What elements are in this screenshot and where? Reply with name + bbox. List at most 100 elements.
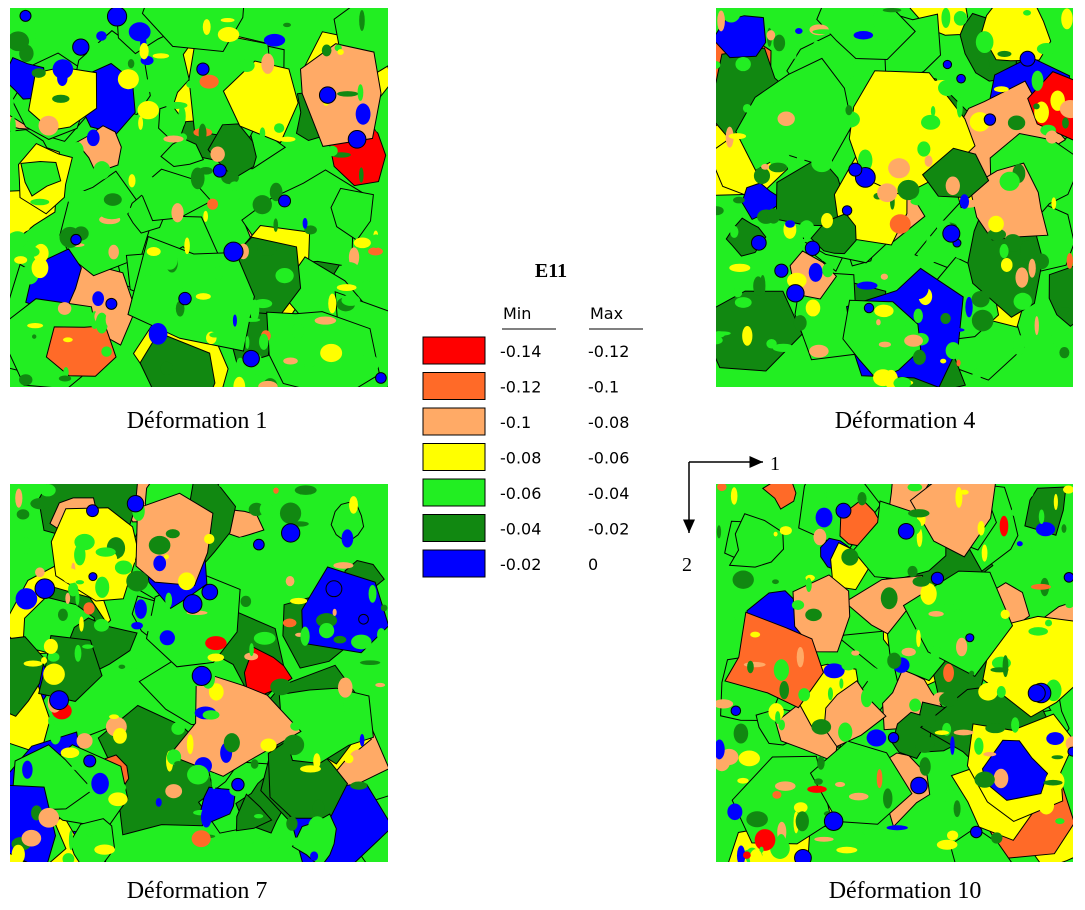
strain-spot	[865, 667, 880, 684]
strain-spot	[22, 536, 30, 555]
inclusion	[105, 297, 118, 310]
strain-spot	[911, 841, 930, 857]
strain-spot	[252, 195, 272, 215]
strain-spot	[776, 833, 787, 856]
strain-spot	[886, 825, 908, 831]
strain-spot	[310, 851, 319, 861]
strain-spot	[270, 678, 292, 696]
strain-spot	[921, 114, 941, 130]
strain-spot	[253, 814, 264, 819]
strain-spot	[285, 575, 295, 587]
strain-spot	[94, 844, 115, 855]
strain-spot	[730, 225, 739, 238]
strain-spot	[23, 660, 43, 667]
strain-spot	[1063, 485, 1073, 494]
strain-spot	[268, 98, 285, 116]
strain-spot	[52, 94, 70, 103]
caption: Déformation 4	[835, 408, 976, 434]
inclusion	[83, 754, 97, 768]
strain-spot	[733, 288, 743, 298]
strain-spot	[734, 297, 752, 308]
strain-map	[10, 484, 388, 862]
strain-spot	[909, 698, 922, 712]
strain-spot	[813, 528, 827, 546]
strain-spot	[101, 346, 112, 357]
strain-spot	[881, 565, 901, 571]
strain-spot	[775, 781, 796, 791]
strain-spot	[22, 760, 33, 779]
strain-spot	[283, 22, 292, 28]
strain-spot	[261, 53, 275, 74]
strain-spot	[165, 529, 180, 539]
strain-spot	[883, 788, 893, 809]
strain-spot	[1056, 307, 1072, 312]
strain-spot	[858, 340, 864, 360]
strain-spot	[839, 678, 844, 689]
strain-spot	[174, 760, 183, 767]
strain-spot	[930, 105, 936, 117]
strain-spot	[79, 616, 84, 632]
strain-spot	[85, 826, 94, 837]
caption: Déformation 10	[829, 878, 982, 904]
strain-spot	[1066, 252, 1073, 269]
strain-spot	[805, 608, 822, 622]
strain-spot	[198, 123, 207, 144]
strain-spot	[333, 562, 354, 569]
strain-spot	[290, 597, 308, 605]
strain-spot	[294, 485, 317, 495]
inclusion	[863, 302, 875, 314]
grain	[10, 784, 57, 862]
strain-spot	[41, 656, 48, 664]
inclusion	[942, 59, 953, 70]
strain-spot	[874, 304, 894, 318]
legend-max: -0.12	[588, 342, 629, 361]
strain-spot	[62, 853, 75, 862]
strain-spot	[716, 525, 722, 539]
strain-spot	[1055, 818, 1065, 825]
strain-spot	[736, 845, 746, 862]
strain-spot	[62, 568, 79, 584]
strain-spot	[971, 291, 990, 308]
strain-spot	[21, 829, 42, 847]
strain-spot	[43, 663, 65, 685]
strain-spot	[917, 141, 931, 157]
inclusion	[841, 205, 853, 216]
strain-spot	[759, 846, 764, 853]
legend-title: E11	[535, 260, 567, 282]
strain-spot	[716, 61, 721, 69]
legend-min: -0.08	[500, 449, 541, 468]
strain-spot	[318, 622, 335, 639]
strain-spot	[795, 811, 809, 832]
strain-spot	[359, 734, 365, 747]
strain-spot	[186, 80, 198, 89]
strain-spot	[186, 734, 194, 755]
strain-spot	[251, 839, 270, 852]
inclusion	[34, 578, 56, 599]
strain-spot	[1059, 347, 1070, 359]
strain-spot	[750, 631, 761, 638]
strain-spot	[343, 695, 350, 714]
strain-spot	[742, 326, 753, 346]
strain-spot	[732, 570, 754, 589]
strain-spot	[108, 244, 119, 260]
grain	[141, 8, 245, 53]
strain-spot	[785, 220, 795, 228]
strain-spot	[936, 839, 958, 850]
strain-spot	[202, 710, 220, 720]
strain-spot	[719, 748, 739, 765]
strain-spot	[823, 491, 840, 499]
strain-spot	[300, 626, 310, 646]
strain-spot	[716, 336, 723, 345]
strain-spot	[152, 53, 170, 59]
inclusion	[196, 62, 210, 76]
strain-spot	[717, 10, 725, 32]
strain-spot	[257, 244, 277, 256]
strain-spot	[128, 22, 151, 42]
strain-spot	[811, 719, 832, 735]
strain-spot	[773, 531, 778, 537]
strain-spot	[93, 618, 110, 632]
strain-spot	[1035, 522, 1056, 537]
strain-spot	[95, 547, 116, 557]
strain-spot	[128, 174, 136, 188]
strain-spot	[945, 176, 960, 196]
